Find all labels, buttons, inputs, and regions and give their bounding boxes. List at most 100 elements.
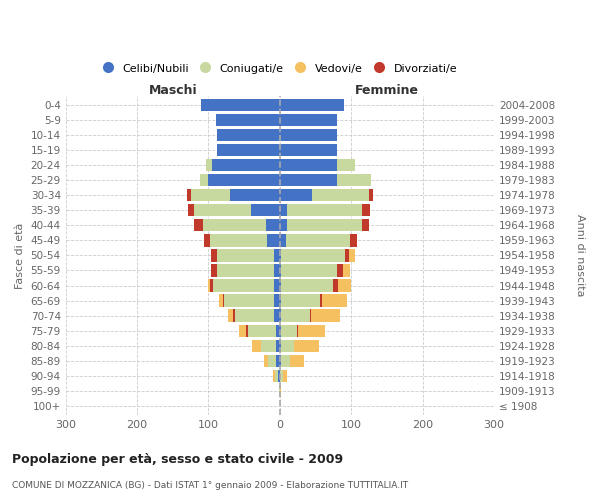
Legend: Celibi/Nubili, Coniugati/e, Vedovi/e, Divorziati/e: Celibi/Nubili, Coniugati/e, Vedovi/e, Di… <box>102 63 458 74</box>
Bar <box>191 189 230 202</box>
Bar <box>280 114 337 126</box>
Bar <box>287 204 362 216</box>
Bar <box>298 324 325 337</box>
Bar <box>217 264 274 276</box>
Bar <box>280 98 344 111</box>
Bar <box>286 234 350 246</box>
Bar <box>362 219 369 232</box>
Bar <box>219 294 223 307</box>
Bar <box>274 249 280 262</box>
Bar <box>274 370 275 382</box>
Bar <box>290 354 304 367</box>
Bar <box>281 354 290 367</box>
Bar <box>275 370 278 382</box>
Bar <box>278 370 280 382</box>
Bar <box>230 189 280 202</box>
Bar <box>210 234 267 246</box>
Bar <box>268 354 276 367</box>
Bar <box>246 324 248 337</box>
Bar <box>287 219 362 232</box>
Bar <box>310 310 311 322</box>
Bar <box>264 354 268 367</box>
Bar <box>208 280 210 291</box>
Bar <box>280 354 281 367</box>
Bar <box>322 294 347 307</box>
Bar <box>281 310 310 322</box>
Bar <box>200 174 208 186</box>
Bar <box>204 234 210 246</box>
Bar <box>274 310 280 322</box>
Text: Maschi: Maschi <box>148 84 197 97</box>
Bar <box>203 219 266 232</box>
Bar <box>346 249 349 262</box>
Text: Femmine: Femmine <box>355 84 419 97</box>
Bar <box>332 280 338 291</box>
Bar <box>280 294 281 307</box>
Bar <box>211 264 217 276</box>
Bar <box>337 264 343 276</box>
Bar <box>212 159 280 171</box>
Bar <box>239 324 246 337</box>
Bar <box>276 340 280 352</box>
Bar <box>280 219 287 232</box>
Bar <box>369 189 373 202</box>
Bar <box>206 159 212 171</box>
Bar <box>280 189 312 202</box>
Bar <box>280 340 281 352</box>
Bar <box>208 174 280 186</box>
Bar <box>280 174 337 186</box>
Bar <box>350 234 357 246</box>
Bar <box>217 249 274 262</box>
Bar <box>362 204 370 216</box>
Bar <box>233 310 235 322</box>
Bar <box>280 324 281 337</box>
Bar <box>194 219 203 232</box>
Bar <box>224 294 274 307</box>
Bar <box>280 310 281 322</box>
Bar <box>217 128 280 141</box>
Bar <box>211 249 217 262</box>
Bar <box>337 159 355 171</box>
Bar <box>194 204 251 216</box>
Bar <box>248 324 276 337</box>
Bar <box>227 310 233 322</box>
Bar <box>294 340 319 352</box>
Bar <box>280 128 337 141</box>
Bar <box>281 249 346 262</box>
Bar <box>281 324 297 337</box>
Bar <box>274 294 280 307</box>
Bar <box>281 294 320 307</box>
Bar <box>210 280 214 291</box>
Bar <box>188 204 194 216</box>
Bar <box>215 114 280 126</box>
Bar <box>283 370 287 382</box>
Bar <box>337 174 371 186</box>
Bar <box>251 204 280 216</box>
Bar <box>281 280 332 291</box>
Bar <box>338 280 351 291</box>
Bar <box>267 234 280 246</box>
Bar <box>280 280 281 291</box>
Bar <box>280 370 283 382</box>
Bar <box>280 264 281 276</box>
Y-axis label: Anni di nascita: Anni di nascita <box>575 214 585 296</box>
Bar <box>343 264 350 276</box>
Bar <box>214 280 274 291</box>
Bar <box>297 324 298 337</box>
Bar <box>235 310 274 322</box>
Bar <box>223 294 224 307</box>
Bar <box>217 144 280 156</box>
Bar <box>274 280 280 291</box>
Bar <box>266 219 280 232</box>
Bar <box>252 340 260 352</box>
Bar <box>201 98 280 111</box>
Bar <box>279 385 280 397</box>
Bar <box>274 264 280 276</box>
Text: Popolazione per età, sesso e stato civile - 2009: Popolazione per età, sesso e stato civil… <box>12 452 343 466</box>
Bar <box>276 354 280 367</box>
Bar <box>187 189 191 202</box>
Bar <box>281 264 337 276</box>
Bar <box>281 340 294 352</box>
Text: COMUNE DI MOZZANICA (BG) - Dati ISTAT 1° gennaio 2009 - Elaborazione TUTTITALIA.: COMUNE DI MOZZANICA (BG) - Dati ISTAT 1°… <box>12 480 408 490</box>
Bar <box>280 385 281 397</box>
